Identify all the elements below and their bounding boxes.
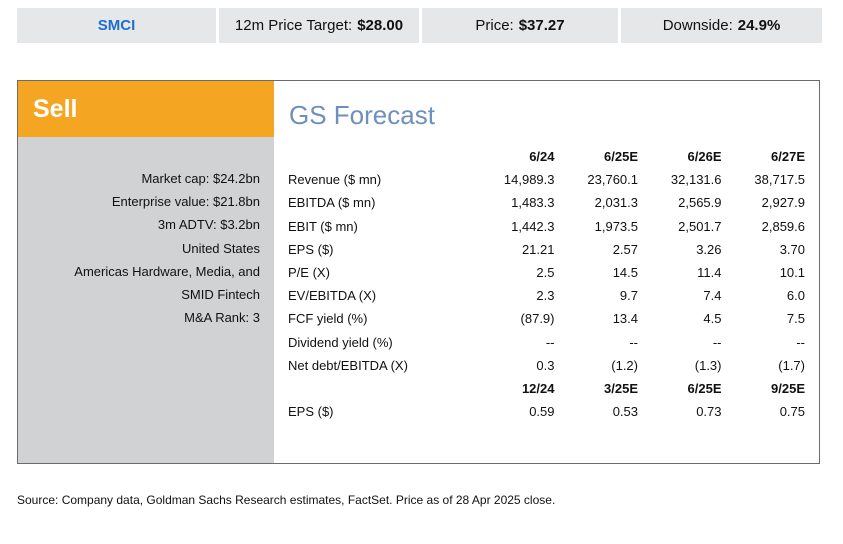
- table-cell: --: [796, 334, 805, 350]
- row-label: EV/EBITDA (X): [288, 288, 377, 304]
- table-row-ebit: EBIT ($ mn) 1,442.3 1,973.5 2,501.7 2,85…: [288, 215, 805, 238]
- table-cell: 14.5: [612, 265, 638, 281]
- table-cell: 0.59: [529, 404, 555, 420]
- table-cell: 3.70: [779, 241, 805, 257]
- ma-rank: M&A Rank: 3: [184, 310, 260, 326]
- table-cell: 2,859.6: [761, 218, 805, 234]
- price-target-label: 12m Price Target:: [234, 17, 353, 34]
- table-cell: 13.4: [612, 311, 638, 327]
- table-cell: 1,973.5: [594, 218, 638, 234]
- table-cell: 32,131.6: [670, 172, 722, 188]
- table-cell: (1.7): [778, 357, 805, 373]
- table-row-revenue: Revenue ($ mn) 14,989.3 23,760.1 32,131.…: [288, 168, 805, 191]
- coverage-group-line2: SMID Fintech: [181, 287, 260, 303]
- row-label: EPS ($): [288, 404, 334, 420]
- table-cell: (87.9): [520, 311, 555, 327]
- table-cell: 7.4: [703, 288, 722, 304]
- header-bar: SMCI 12m Price Target: $28.00 Price: $37…: [17, 8, 822, 43]
- quarterly-header-row: 12/24 3/25E 6/25E 9/25E: [288, 377, 805, 400]
- ticker-symbol[interactable]: SMCI: [97, 17, 136, 34]
- table-cell: 2,031.3: [594, 195, 638, 211]
- table-cell: 2.3: [536, 288, 555, 304]
- table-cell: 6.0: [786, 288, 805, 304]
- column-header: 6/26E: [687, 149, 722, 165]
- table-cell: 0.3: [536, 357, 555, 373]
- company-info-panel: Sell Market cap: $24.2bn Enterprise valu…: [18, 81, 274, 463]
- table-cell: 2,501.7: [678, 218, 722, 234]
- row-label: Revenue ($ mn): [288, 172, 382, 188]
- coverage-group-line1: Americas Hardware, Media, and: [74, 263, 260, 279]
- source-footnote: Source: Company data, Goldman Sachs Rese…: [17, 493, 556, 507]
- price-value: $37.27: [518, 17, 565, 34]
- table-cell: 3.26: [696, 241, 722, 257]
- column-header: 6/25E: [687, 380, 722, 396]
- price-cell: Price: $37.27: [422, 8, 618, 43]
- column-header: 9/25E: [771, 380, 805, 396]
- table-cell: 11.4: [697, 265, 722, 281]
- table-cell: 2.5: [536, 265, 555, 281]
- table-cell: 0.75: [779, 404, 805, 420]
- column-header: 6/24: [529, 149, 555, 165]
- table-cell: 1,442.3: [511, 218, 555, 234]
- table-row-net-debt-ebitda: Net debt/EBITDA (X) 0.3 (1.2) (1.3) (1.7…: [288, 354, 805, 377]
- table-cell: 4.5: [703, 311, 722, 327]
- table-row-ev-ebitda: EV/EBITDA (X) 2.3 9.7 7.4 6.0: [288, 284, 805, 307]
- table-cell: 9.7: [619, 288, 638, 304]
- downside-label: Downside:: [662, 17, 733, 34]
- table-cell: 14,989.3: [503, 172, 555, 188]
- row-label: Net debt/EBITDA (X): [288, 357, 408, 373]
- table-cell: --: [629, 334, 638, 350]
- downside-cell: Downside: 24.9%: [621, 8, 822, 43]
- table-cell: (1.2): [611, 357, 638, 373]
- table-cell: 1,483.3: [511, 195, 555, 211]
- ticker-cell: SMCI: [17, 8, 216, 43]
- table-cell: 2,927.9: [761, 195, 805, 211]
- row-label: FCF yield (%): [288, 311, 368, 327]
- row-label: EBIT ($ mn): [288, 218, 358, 234]
- table-row-fcf-yield: FCF yield (%) (87.9) 13.4 4.5 7.5: [288, 307, 805, 330]
- row-label: EBITDA ($ mn): [288, 195, 376, 211]
- table-cell: (1.3): [694, 357, 722, 373]
- annual-header-row: 6/24 6/25E 6/26E 6/27E: [288, 145, 805, 168]
- column-header: 6/27E: [771, 149, 805, 165]
- forecast-title: GS Forecast: [289, 100, 435, 130]
- table-row-dividend-yield: Dividend yield (%) -- -- -- --: [288, 331, 805, 354]
- row-label: Dividend yield (%): [288, 334, 393, 350]
- country: United States: [181, 240, 260, 256]
- price-target-value: $28.00: [357, 17, 404, 34]
- adtv: 3m ADTV: $3.2bn: [157, 217, 260, 233]
- market-cap: Market cap: $24.2bn: [141, 171, 260, 186]
- table-row-pe: P/E (X) 2.5 14.5 11.4 10.1: [288, 261, 805, 284]
- table-cell: 0.73: [696, 404, 722, 420]
- table-cell: 21.21: [521, 241, 555, 257]
- table-row-ebitda: EBITDA ($ mn) 1,483.3 2,031.3 2,565.9 2,…: [288, 191, 805, 214]
- table-cell: 0.53: [612, 404, 638, 420]
- price-target-cell: 12m Price Target: $28.00: [219, 8, 419, 43]
- table-cell: 38,717.5: [754, 172, 805, 188]
- enterprise-value: Enterprise value: $21.8bn: [111, 194, 260, 210]
- forecast-table: 6/24 6/25E 6/26E 6/27E Revenue ($ mn) 14…: [288, 145, 805, 423]
- column-header: 6/25E: [604, 149, 638, 165]
- table-cell: 23,760.1: [587, 172, 638, 188]
- price-label: Price:: [475, 17, 514, 34]
- table-row-quarterly-eps: EPS ($) 0.59 0.53 0.73 0.75: [288, 400, 805, 423]
- table-cell: 2.57: [612, 241, 638, 257]
- table-row-eps: EPS ($) 21.21 2.57 3.26 3.70: [288, 238, 805, 261]
- column-header: 3/25E: [604, 380, 638, 396]
- forecast-panel: Sell Market cap: $24.2bn Enterprise valu…: [17, 80, 820, 464]
- table-cell: --: [545, 334, 555, 350]
- row-label: EPS ($): [288, 241, 334, 257]
- table-cell: 10.1: [779, 265, 805, 281]
- downside-value: 24.9%: [737, 17, 781, 34]
- rating-badge: Sell: [18, 81, 274, 137]
- table-cell: 2,565.9: [678, 195, 722, 211]
- row-label: P/E (X): [288, 265, 330, 281]
- table-cell: 7.5: [786, 311, 805, 327]
- column-header: 12/24: [521, 380, 555, 396]
- table-cell: --: [712, 334, 722, 350]
- company-info-list: Market cap: $24.2bn Enterprise value: $2…: [74, 167, 260, 329]
